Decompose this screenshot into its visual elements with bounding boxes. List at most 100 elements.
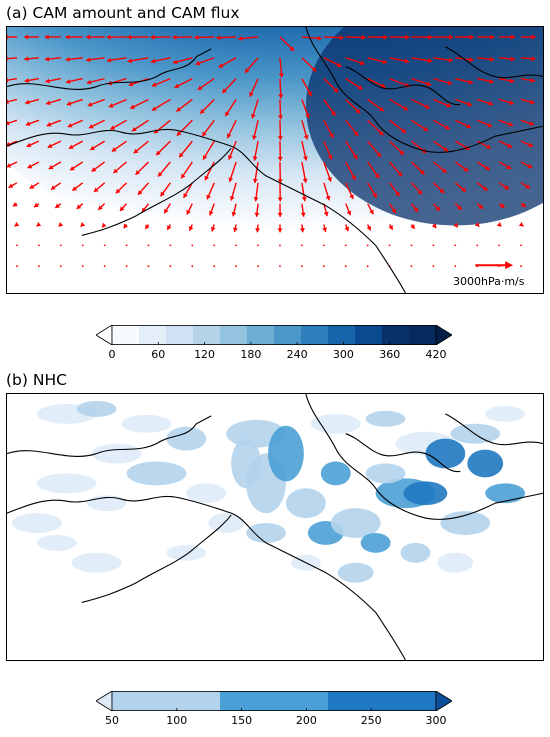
nhc-blob <box>485 405 526 422</box>
flux-vector-head <box>14 221 20 227</box>
flux-vector <box>322 244 325 247</box>
flux-vector-head <box>183 193 188 198</box>
flux-vector-head <box>509 100 514 105</box>
flux-vector-head <box>327 154 333 160</box>
flux-vector <box>454 244 457 247</box>
flux-vector <box>37 244 40 247</box>
flux-vector-head <box>173 59 178 65</box>
flux-vector-head <box>496 221 502 227</box>
flux-vector-head <box>252 156 258 161</box>
flux-vector-head <box>525 184 531 189</box>
flux-vector-head <box>26 142 32 148</box>
flux-vector-head <box>489 56 495 62</box>
flux-vector-head <box>327 177 332 182</box>
flux-vector-head <box>461 187 466 192</box>
reference-vector-head <box>505 261 514 270</box>
flux-vector <box>7 77 18 81</box>
flux-vector-head <box>469 57 474 63</box>
colorbar-segment <box>220 325 248 345</box>
flux-vector-head <box>360 60 365 66</box>
flux-vector-head <box>499 203 505 208</box>
flux-vector-head <box>487 122 493 128</box>
flux-vector-head <box>45 100 51 106</box>
flux-vector <box>235 244 238 247</box>
flux-vector-head <box>45 78 50 84</box>
flux-vector-head <box>131 126 137 132</box>
flux-vector <box>410 244 413 247</box>
nhc-blob <box>208 513 245 533</box>
flux-vector-head <box>151 106 157 111</box>
flux-vector-head <box>88 124 94 129</box>
flux-vector-head <box>419 169 425 175</box>
flux-vector-head <box>431 223 437 229</box>
flux-vector-head <box>48 164 54 170</box>
flux-vector-head <box>25 121 31 126</box>
flux-vector <box>520 244 522 247</box>
colorbar-tick-label: 50 <box>105 714 119 727</box>
flux-vector-head <box>65 56 70 62</box>
flux-vector <box>520 265 522 268</box>
flux-vector-head <box>453 222 458 228</box>
flux-vector-head <box>145 224 150 230</box>
flux-vector <box>103 265 106 268</box>
flux-vector-head <box>510 34 515 40</box>
flux-vector-head <box>7 34 8 40</box>
flux-vector-head <box>130 104 135 109</box>
flux-vector <box>279 244 281 247</box>
nhc-blob <box>365 410 406 427</box>
flux-vector-head <box>7 163 12 168</box>
flux-vector <box>169 265 172 268</box>
flux-vector-head <box>108 103 114 108</box>
flux-vector-head <box>208 210 214 216</box>
flux-vector-head <box>527 163 533 169</box>
flux-vector-head <box>167 225 172 230</box>
flux-vector-head <box>87 102 93 107</box>
colorbar-segment <box>355 325 383 345</box>
flux-vector-head <box>277 212 283 217</box>
flux-vector-head <box>244 68 250 73</box>
flux-vector-head <box>216 35 221 41</box>
flux-vector-head <box>417 189 423 195</box>
flux-vector-head <box>463 166 469 172</box>
colorbar-extend-max <box>435 325 452 345</box>
flux-vector-head <box>530 77 536 83</box>
flux-vector-head <box>231 211 237 217</box>
flux-vector-head <box>399 150 404 155</box>
flux-vector-head <box>378 130 384 136</box>
nhc-blob <box>36 534 77 551</box>
flux-vector-head <box>70 165 75 171</box>
flux-vector-head <box>446 102 451 108</box>
colorbar-segment <box>247 325 275 345</box>
flux-vector-head <box>469 34 474 40</box>
flux-vector <box>169 244 172 247</box>
colorbar-segment <box>274 325 302 345</box>
flux-vector-head <box>278 94 284 99</box>
flux-vector-head <box>277 179 283 184</box>
flux-vector-head <box>277 115 283 120</box>
flux-vector-head <box>24 56 29 62</box>
flux-vector-head <box>218 63 224 68</box>
colorbar-segment <box>301 325 329 345</box>
colorbar-tick-label: 420 <box>425 348 447 361</box>
flux-vector-head <box>401 128 406 133</box>
flux-vector-head <box>123 223 129 229</box>
flux-vector-head <box>428 34 433 40</box>
flux-vector-head <box>253 197 259 202</box>
flux-vector-head <box>133 148 139 154</box>
panel-a-title: (a) CAM amount and CAM flux <box>6 4 240 22</box>
flux-vector-head <box>510 56 515 62</box>
nhc-blob <box>365 463 406 484</box>
flux-vector <box>257 244 259 247</box>
flux-vector-head <box>102 222 107 228</box>
flux-vector-head <box>106 57 112 63</box>
colorbar-extend-max <box>435 691 452 711</box>
colorbar-tick-label: 150 <box>231 714 253 727</box>
flux-vector-head <box>65 34 70 40</box>
flux-vector-head <box>47 143 53 149</box>
flux-vector-head <box>76 204 82 209</box>
nhc-blob <box>246 523 286 543</box>
flux-vector-head <box>255 228 261 233</box>
flux-vector-head <box>225 111 230 117</box>
flux-vector-head <box>361 34 366 40</box>
flux-vector-head <box>467 101 473 107</box>
